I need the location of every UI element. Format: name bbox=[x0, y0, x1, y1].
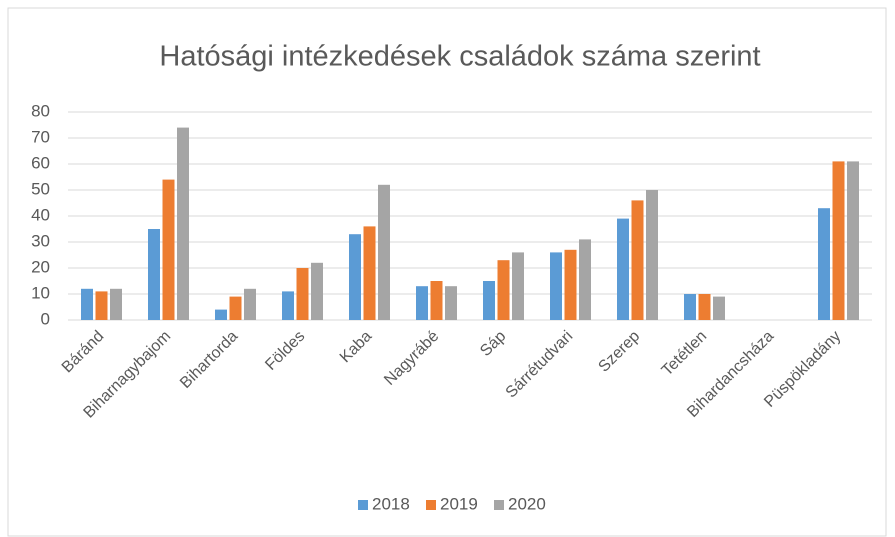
y-tick-label: 0 bbox=[41, 309, 50, 328]
bar bbox=[349, 234, 361, 320]
bar bbox=[818, 208, 830, 320]
bar bbox=[497, 260, 510, 320]
bar bbox=[832, 161, 845, 320]
y-tick-label: 40 bbox=[31, 205, 50, 224]
bar bbox=[110, 288, 122, 320]
bar bbox=[847, 161, 859, 320]
y-tick-label: 70 bbox=[31, 127, 50, 146]
bar bbox=[378, 184, 390, 320]
bar bbox=[95, 291, 108, 320]
y-tick-label: 20 bbox=[31, 257, 50, 276]
y-tick-label: 30 bbox=[31, 231, 50, 250]
bar bbox=[483, 281, 495, 320]
y-tick-label: 50 bbox=[31, 179, 50, 198]
y-tick-label: 10 bbox=[31, 283, 50, 302]
legend-label: 2020 bbox=[508, 494, 546, 513]
bar bbox=[564, 249, 577, 320]
bar bbox=[631, 200, 644, 320]
legend-swatch bbox=[494, 500, 504, 510]
chart-frame bbox=[7, 7, 887, 537]
bar bbox=[646, 190, 658, 320]
legend-swatch bbox=[426, 500, 436, 510]
bar bbox=[215, 309, 227, 320]
bar bbox=[296, 268, 309, 320]
bar bbox=[430, 281, 443, 320]
bar bbox=[617, 218, 629, 320]
bar bbox=[244, 288, 256, 320]
bar bbox=[713, 296, 725, 320]
bar bbox=[311, 262, 323, 320]
bar bbox=[229, 296, 242, 320]
legend-label: 2018 bbox=[372, 494, 410, 513]
bar bbox=[162, 179, 175, 320]
bar bbox=[579, 239, 591, 320]
y-tick-label: 60 bbox=[31, 153, 50, 172]
bar bbox=[550, 252, 562, 320]
legend-swatch bbox=[358, 500, 368, 510]
bar bbox=[177, 127, 189, 320]
bar bbox=[445, 286, 457, 320]
bar bbox=[282, 291, 294, 320]
bar bbox=[363, 226, 376, 320]
y-tick-label: 80 bbox=[31, 101, 50, 120]
bar bbox=[684, 294, 696, 320]
bar bbox=[148, 229, 160, 320]
chart-title: Hatósági intézkedések családok száma sze… bbox=[159, 41, 760, 73]
bar bbox=[416, 286, 428, 320]
bar bbox=[698, 294, 711, 320]
bar bbox=[512, 252, 524, 320]
bar bbox=[81, 288, 93, 320]
legend-label: 2019 bbox=[440, 494, 478, 513]
